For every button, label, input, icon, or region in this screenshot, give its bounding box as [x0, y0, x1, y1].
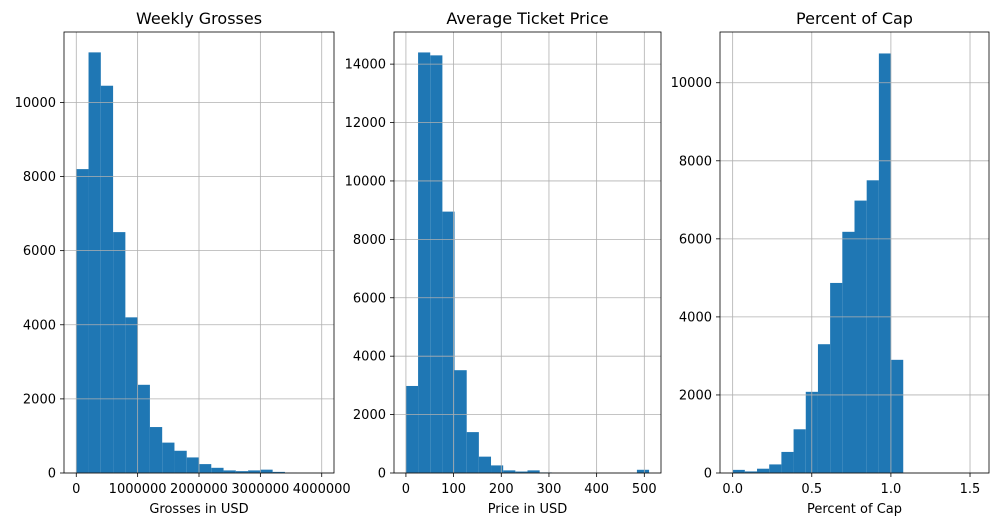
percent-of-cap-bar	[769, 464, 782, 473]
weekly-grosses-bar	[174, 450, 187, 473]
average-ticket-price-x-axis-label: Price in USD	[488, 502, 568, 517]
weekly-grosses-x-axis-label: Grosses in USD	[149, 502, 248, 517]
average-ticket-price-y-tick-label: 10000	[345, 174, 386, 189]
percent-of-cap-axes-frame	[719, 31, 990, 474]
average-ticket-price-bar	[503, 470, 516, 473]
average-ticket-price-y-tick-label: 2000	[353, 408, 386, 423]
percent-of-cap-bar	[854, 200, 867, 473]
weekly-grosses-bar	[223, 470, 236, 473]
average-ticket-price-axes-frame	[393, 31, 662, 474]
percent-of-cap-panel: 0.0 0.5 1.0 1.5 0 2000 4000 6000 8000 10000 Percen…	[671, 9, 990, 517]
percent-of-cap-x-tick-label: 0.0	[722, 482, 743, 497]
percent-of-cap-bar	[817, 344, 831, 473]
average-ticket-price-bar	[478, 456, 492, 473]
average-ticket-price-y-tick-label: 0	[378, 467, 386, 482]
weekly-grosses-y-tick-label: 6000	[23, 244, 56, 259]
percent-of-cap-x-axis-label: Percent of Cap	[807, 502, 902, 517]
percent-of-cap-y-tick-label: 4000	[679, 310, 712, 325]
weekly-grosses-bar	[211, 467, 224, 473]
weekly-grosses-bar	[272, 471, 285, 473]
percent-of-cap-bar	[744, 471, 758, 473]
percent-of-cap-bar	[830, 282, 843, 473]
weekly-grosses-bar	[125, 317, 138, 473]
average-ticket-price-y-tick-label: 6000	[353, 291, 386, 306]
percent-of-cap-bar	[757, 468, 770, 473]
percent-of-cap-y-tick-label: 0	[704, 467, 712, 482]
weekly-grosses-bar	[113, 232, 126, 473]
average-ticket-price-bar	[418, 52, 431, 473]
percent-of-cap-y-tick-label: 6000	[679, 232, 712, 247]
percent-of-cap-y-tick-label: 10000	[671, 76, 712, 91]
percent-of-cap-bar	[842, 231, 855, 473]
percent-of-cap-bar	[866, 180, 879, 473]
weekly-grosses-bar	[235, 471, 249, 473]
average-ticket-price-bar	[442, 211, 455, 473]
average-ticket-price-y-tick-label: 4000	[353, 350, 386, 365]
average-ticket-price-title: Average Ticket Price	[446, 9, 608, 28]
average-ticket-price-y-tick-label: 8000	[353, 233, 386, 248]
percent-of-cap-bar	[878, 53, 892, 474]
percent-of-cap-bar	[732, 469, 745, 473]
weekly-grosses-bar	[76, 169, 89, 473]
average-ticket-price-bar	[466, 432, 479, 473]
weekly-grosses-panel: 0 1000000 2000000 3000000 4000000 0 2000 4000 60…	[15, 9, 351, 517]
average-ticket-price-y-tick-label: 12000	[345, 116, 386, 131]
percent-of-cap-y-tick-label: 8000	[679, 154, 712, 169]
weekly-grosses-bar	[186, 457, 199, 473]
weekly-grosses-x-tick-label: 0	[72, 482, 80, 497]
weekly-grosses-x-tick-label: 3000000	[231, 482, 289, 497]
percent-of-cap-x-tick-label: 1.5	[960, 482, 981, 497]
weekly-grosses-y-tick-label: 0	[48, 467, 56, 482]
average-ticket-price-bar	[430, 55, 443, 474]
weekly-grosses-bar	[88, 52, 101, 473]
average-ticket-price-x-tick-label: 100	[441, 482, 466, 497]
average-ticket-price-x-tick-label: 300	[537, 482, 562, 497]
percent-of-cap-x-tick-label: 1.0	[881, 482, 902, 497]
percent-of-cap-x-tick-label: 0.5	[801, 482, 822, 497]
weekly-grosses-x-tick-label: 2000000	[170, 482, 228, 497]
average-ticket-price-y-tick-label: 14000	[345, 58, 386, 73]
weekly-grosses-y-tick-label: 10000	[15, 96, 56, 111]
weekly-grosses-y-tick-label: 4000	[23, 318, 56, 333]
average-ticket-price-x-tick-label: 200	[489, 482, 514, 497]
average-ticket-price-x-tick-label: 400	[584, 482, 609, 497]
average-ticket-price-bar	[491, 465, 504, 473]
weekly-grosses-bar	[248, 470, 261, 473]
percent-of-cap-title: Percent of Cap	[796, 9, 913, 28]
average-ticket-price-x-tick-label: 0	[402, 482, 410, 497]
weekly-grosses-x-tick-label: 1000000	[109, 482, 167, 497]
percent-of-cap-bar	[891, 359, 904, 473]
average-ticket-price-bar	[636, 469, 650, 473]
average-ticket-price-bar	[454, 370, 467, 473]
weekly-grosses-y-tick-label: 2000	[23, 392, 56, 407]
weekly-grosses-title: Weekly Grosses	[136, 9, 262, 28]
average-ticket-price-bar	[405, 385, 419, 473]
percent-of-cap-y-tick-label: 2000	[679, 388, 712, 403]
percent-of-cap-bar	[793, 429, 806, 473]
average-ticket-price-panel: 0 100 200 300 400 500 0 2000 4000 6000 8000 10000 12…	[345, 9, 662, 517]
weekly-grosses-bar	[100, 85, 114, 473]
weekly-grosses-bar	[162, 442, 175, 473]
percent-of-cap-bar	[781, 451, 794, 473]
weekly-grosses-bar	[199, 464, 212, 473]
weekly-grosses-bar	[149, 427, 163, 473]
average-ticket-price-bar	[515, 471, 528, 473]
weekly-grosses-bar	[260, 469, 273, 473]
weekly-grosses-x-tick-label: 4000000	[293, 482, 351, 497]
weekly-grosses-bar	[137, 384, 150, 473]
average-ticket-price-x-tick-label: 500	[632, 482, 657, 497]
weekly-grosses-y-tick-label: 8000	[23, 170, 56, 185]
average-ticket-price-bar	[527, 470, 540, 473]
